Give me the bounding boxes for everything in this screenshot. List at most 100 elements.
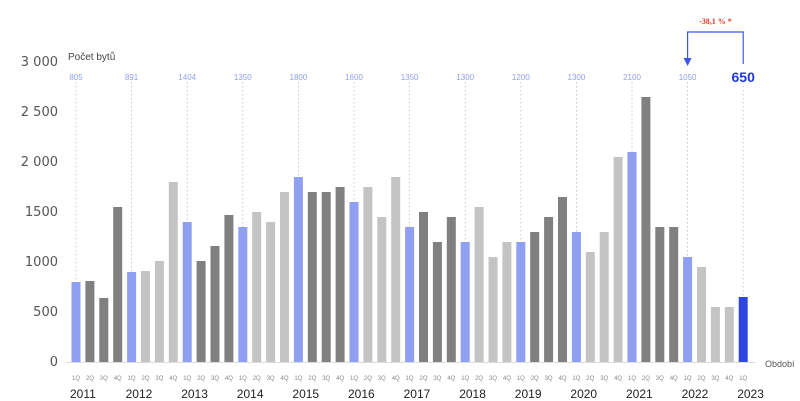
y-tick-label: 2 000 [21,155,58,170]
quarter-tick-label: 2Q [531,376,539,382]
year-label: 2020 [570,387,597,401]
q1-top-label: 1800 [290,73,308,82]
quarter-tick-label: 2Q [86,376,94,382]
bar [182,222,192,362]
bar [544,217,554,362]
bar [571,232,581,362]
quarter-tick-label: 4Q [725,376,733,382]
bar [113,207,123,362]
quarter-tick-label: 2Q [419,376,427,382]
bar [558,197,567,362]
quarter-tick-label: 4Q [670,376,678,382]
quarter-tick-label: 1Q [406,376,414,382]
bar [599,232,609,362]
q1-top-label: 1350 [401,73,419,82]
bar [460,242,470,362]
bar [252,212,262,362]
quarter-tick-label: 2Q [141,376,149,382]
quarter-tick-label: 1Q [739,376,747,382]
quarter-tick-label: 4Q [114,376,122,382]
quarter-tick-label: 1Q [572,376,580,382]
bar [405,227,415,362]
quarter-tick-label: 2Q [475,376,483,382]
quarter-tick-label: 1Q [72,376,80,382]
q1-top-label: 1200 [512,73,530,82]
bar [280,192,289,362]
bar [210,246,220,362]
bar [141,271,150,362]
bar [307,192,317,362]
quarter-tick-label: 3Q [489,376,497,382]
quarter-tick-label: 2Q [697,376,705,382]
year-label: 2019 [515,387,542,401]
year-label: 2013 [181,387,208,401]
x-axis-label: Období [765,359,795,369]
quarter-tick-label: 4Q [558,376,566,382]
bar [446,217,456,362]
q1-top-label: 1300 [568,73,586,82]
bar [293,177,303,362]
bar [613,157,623,362]
comparison-arrowhead [683,58,692,66]
y-tick-label: 3 000 [21,55,58,70]
year-label: 2016 [348,387,375,401]
bar [224,215,234,362]
bar [738,297,748,362]
quarter-tick-label: 2Q [253,376,261,382]
bar [488,257,498,362]
quarter-tick-label: 1Q [183,376,191,382]
bar [377,217,387,362]
bar [655,227,665,362]
q1-top-label: 2100 [623,73,641,82]
year-label: 2021 [626,387,653,401]
quarter-tick-label: 3Q [155,376,163,382]
year-label: 2023 [737,387,764,401]
quarter-tick-label: 3Q [100,376,108,382]
bar [266,222,276,362]
quarter-tick-label: 3Q [322,376,330,382]
change-annotation: -38,1 % * [699,17,732,26]
year-label: 2017 [404,387,431,401]
bar [99,298,109,362]
quarter-tick-label: 1Q [350,376,358,382]
y-tick-label: 2 500 [21,105,58,120]
y-tick-label: 1000 [25,255,58,270]
y-tick-label: 0 [50,355,58,370]
quarter-tick-label: 3Q [211,376,219,382]
quarter-tick-label: 1Q [517,376,525,382]
quarter-tick-label: 3Q [433,376,441,382]
quarter-tick-label: 1Q [239,376,247,382]
bar [419,212,428,362]
y-tick-label: 500 [33,305,58,320]
quarter-tick-label: 3Q [545,376,553,382]
quarter-tick-label: 4Q [225,376,233,382]
quarter-tick-label: 1Q [684,376,692,382]
quarter-tick-label: 4Q [614,376,622,382]
q1-top-label: 1050 [679,73,697,82]
q1-top-label: 891 [125,73,139,82]
bar [349,202,359,362]
year-label: 2018 [459,387,486,401]
bar [363,187,373,362]
quarter-tick-label: 3Q [600,376,608,382]
bar [516,242,526,362]
year-label: 2011 [70,387,96,401]
quarter-tick-label: 4Q [392,376,400,382]
quarter-tick-label: 4Q [503,376,511,382]
quarter-tick-label: 4Q [447,376,455,382]
bar [683,257,693,362]
bar [391,177,401,362]
bar [474,207,484,362]
q1-top-label: 1300 [456,73,474,82]
quarter-tick-label: 1Q [128,376,136,382]
comparison-bracket [687,31,744,64]
q1-top-label: 805 [69,73,83,82]
y-axis-label: Počet bytů [68,51,115,63]
y-tick-label: 1500 [25,205,58,220]
bar [530,232,540,362]
quarter-tick-label: 3Q [656,376,664,382]
quarter-tick-label: 4Q [336,376,344,382]
quarter-tick-label: 2Q [642,376,650,382]
